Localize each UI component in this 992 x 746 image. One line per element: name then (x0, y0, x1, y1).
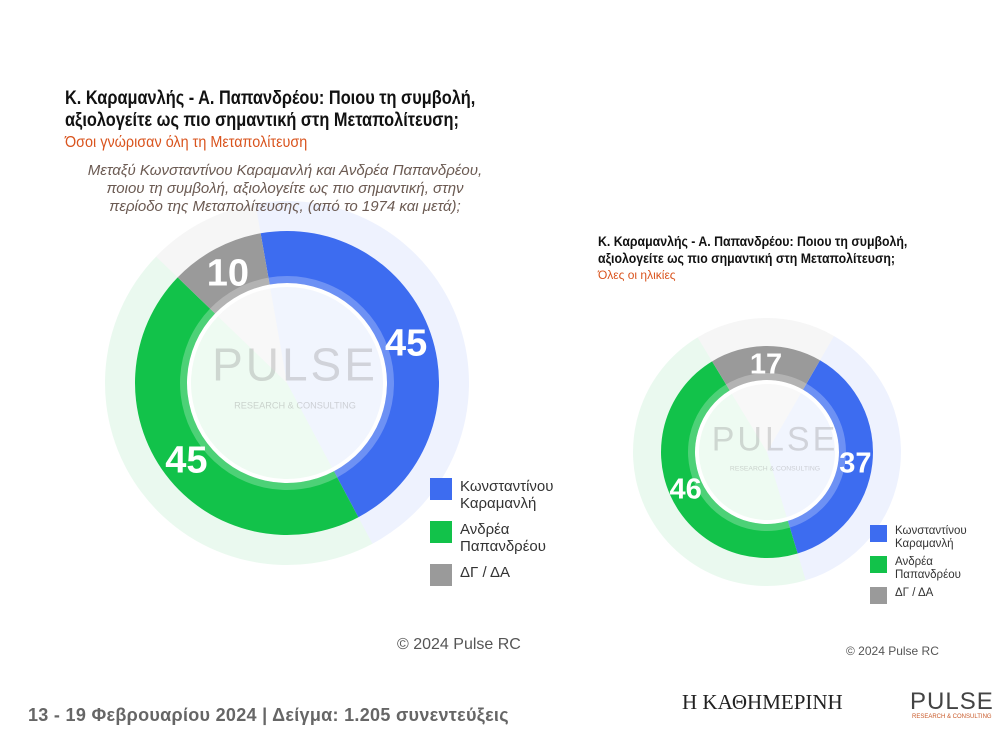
ghost-ring (156, 203, 261, 278)
watermark-sub: RESEARCH & CONSULTING (730, 466, 820, 473)
newspaper-logo: Η ΚΑΘΗΜΕΡΙΝΗ (682, 690, 843, 714)
legend-item: Κωνσταντίνου Καραμανλή (430, 478, 570, 513)
pulse-logo-sub: RESEARCH & CONSULTING (912, 714, 992, 720)
chart-title: Κ. Καραμανλής - Α. Παπανδρέου: Ποιου τη … (598, 233, 908, 266)
data-label: 37 (839, 448, 871, 480)
legend-text: Ανδρέα Παπανδρέου (895, 556, 961, 582)
legend-swatch (430, 478, 452, 500)
watermark-sub: RESEARCH & CONSULTING (234, 400, 356, 410)
chart-subtitle: Όσοι γνώρισαν όλη τη Μεταπολίτευση (65, 134, 308, 151)
legend-item: Ανδρέα Παπανδρέου (430, 521, 570, 556)
ghost-pie (767, 393, 835, 518)
ghost-ring (255, 201, 470, 544)
legend-text: ΔΓ / ΔΑ (895, 587, 934, 599)
data-label: 45 (385, 323, 427, 365)
ghost-pie (270, 287, 383, 468)
ghost-pie (699, 393, 787, 520)
ghost-pie (217, 288, 287, 383)
legend-item: Κωνσταντίνου Καραμανλή (870, 525, 985, 551)
ghost-ring (104, 256, 373, 566)
legend-item: ΔΓ / ΔΑ (870, 587, 985, 604)
ghost-ring (797, 335, 901, 581)
ghost-pie (731, 384, 801, 452)
watermark: PULSE (212, 339, 378, 391)
copyright: © 2024 Pulse RC (846, 644, 939, 658)
chart-title: Κ. Καραμανλής - Α. Παπανδρέου: Ποιου τη … (65, 88, 476, 131)
donut-slice (712, 346, 820, 391)
chart-subtitle: Όλες οι ηλικίες (598, 268, 676, 282)
copyright: © 2024 Pulse RC (397, 636, 521, 653)
donut-slice (660, 361, 798, 559)
inner-band (210, 277, 270, 314)
data-label: 10 (207, 252, 249, 294)
ghost-ring (697, 318, 834, 362)
legend-item: Ανδρέα Παπανδρέου (870, 556, 985, 582)
legend-swatch (430, 521, 452, 543)
donut-slice (787, 360, 873, 554)
donut-slice (177, 233, 270, 314)
legend-swatch (430, 564, 452, 586)
legend-text: Κωνσταντίνου Καραμανλή (895, 525, 967, 551)
donut-slice (135, 277, 359, 535)
ghost-pie (191, 316, 333, 479)
footer: 13 - 19 Φεβρουαρίου 2024 | Δείγμα: 1.205… (28, 705, 509, 725)
pulse-logo: PULSE (910, 688, 992, 715)
legend-swatch (870, 525, 887, 542)
data-label: 45 (165, 440, 207, 482)
donut-slice (260, 231, 439, 518)
legend-swatch (870, 587, 887, 604)
legend-text: Ανδρέα Παπανδρέου (460, 521, 546, 556)
question: Μεταξύ Κωνσταντίνου Καραμανλή και Ανδρέα… (87, 162, 483, 215)
legend-text: Κωνσταντίνου Καραμανλή (460, 478, 554, 513)
data-label: 17 (750, 348, 782, 380)
legend-swatch (870, 556, 887, 573)
watermark: PULSE (712, 420, 839, 458)
inner-band (726, 372, 807, 391)
legend-text: ΔΓ / ΔΑ (460, 564, 510, 581)
ghost-ring (632, 337, 806, 586)
data-label: 46 (670, 474, 702, 506)
inner-band (787, 383, 846, 528)
legend-item: ΔΓ / ΔΑ (430, 564, 570, 586)
